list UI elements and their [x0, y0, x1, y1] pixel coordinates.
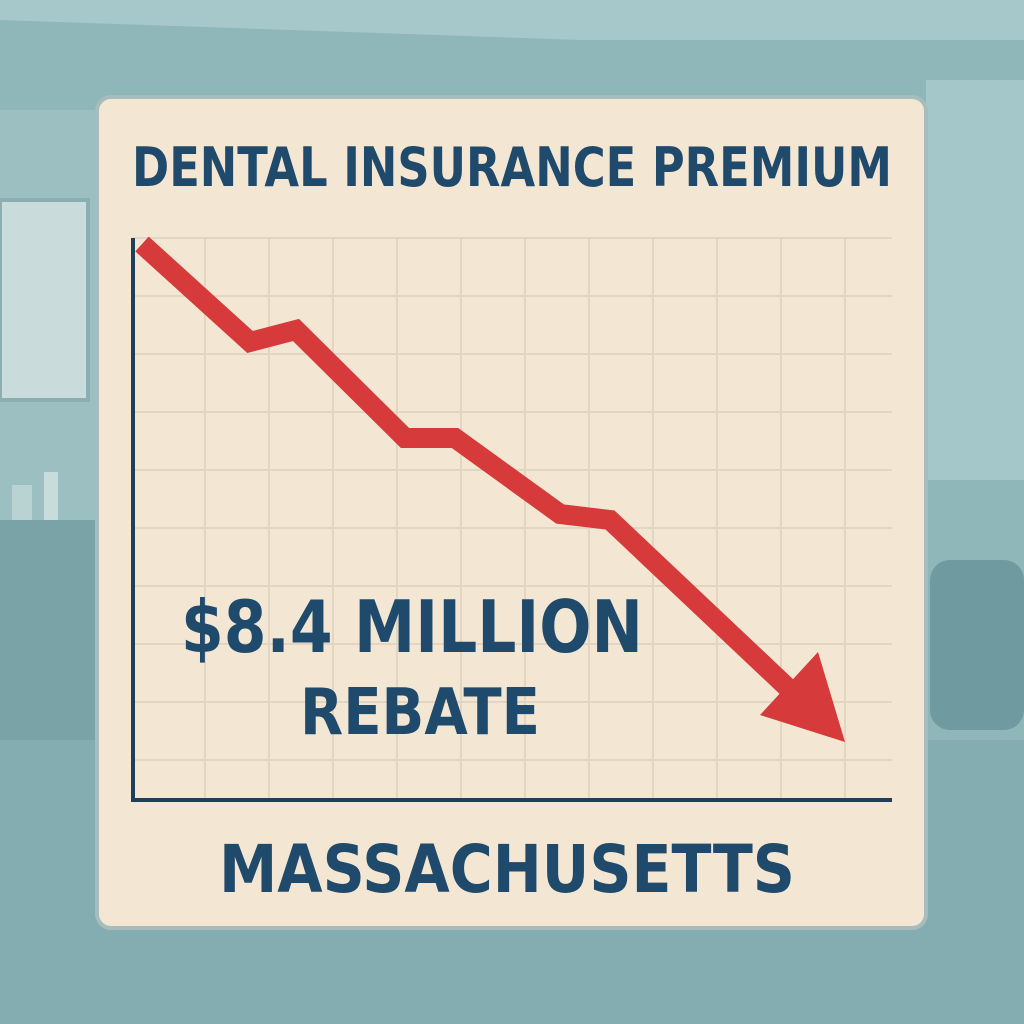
axes: [131, 238, 892, 802]
rebate-label: REBATE: [300, 676, 540, 750]
trend-line: [135, 236, 797, 698]
window: [926, 80, 1024, 480]
ceiling: [0, 0, 1024, 40]
title: DENTAL INSURANCE PREMIUM: [132, 136, 892, 199]
dental-chair: [930, 560, 1024, 730]
cup: [12, 485, 32, 520]
cabinet: [0, 520, 100, 740]
arrow-head: [760, 652, 845, 742]
card: [95, 95, 928, 930]
bottle: [44, 472, 58, 520]
wall-poster: [0, 198, 90, 402]
rebate-amount: $8.4 MILLION: [181, 585, 643, 669]
location: MASSACHUSETTS: [219, 831, 795, 908]
